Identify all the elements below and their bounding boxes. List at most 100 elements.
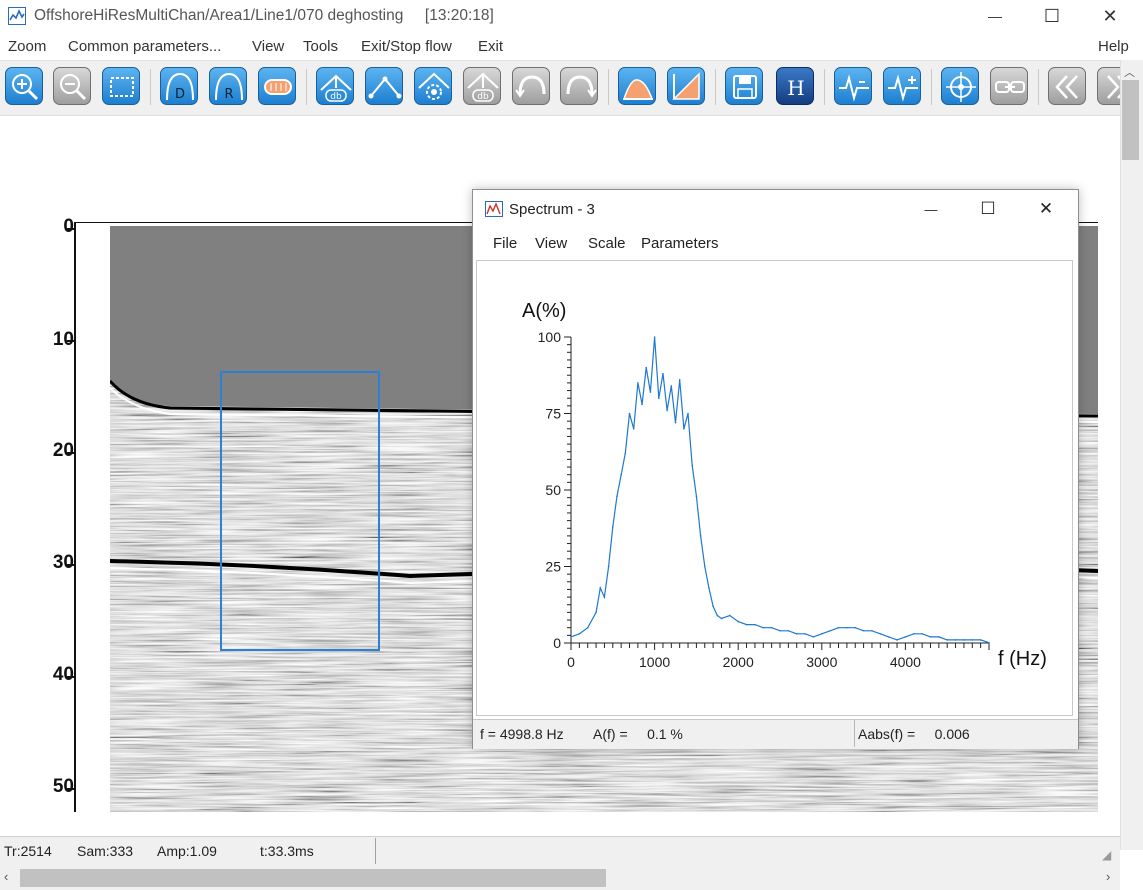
y-axis-label: 20 <box>52 440 74 461</box>
svg-text:H: H <box>787 76 804 100</box>
link-button[interactable] <box>990 67 1028 105</box>
close-button[interactable]: ✕ <box>1102 5 1118 26</box>
amplitude-readout: A(f) = 0.1 % <box>593 726 683 742</box>
toolbar-separator <box>306 69 307 105</box>
undo-arc-button[interactable] <box>512 67 550 105</box>
gain-icon <box>264 79 292 95</box>
wiggle-icon <box>839 74 869 102</box>
menu-view[interactable]: View <box>252 38 285 55</box>
seismic-y-axis <box>74 222 76 812</box>
menu-help[interactable]: Help <box>1098 38 1129 55</box>
toolbar-separator <box>931 69 932 105</box>
chart-x-tick-label: 3000 <box>806 654 837 670</box>
menu-common-parameters[interactable]: Common parameters... <box>68 38 222 55</box>
horizontal-scroll-thumb[interactable] <box>20 869 606 887</box>
zoom-in-icon <box>12 74 39 101</box>
spectrum-menu-parameters[interactable]: Parameters <box>641 235 719 252</box>
pick-line-icon <box>368 76 402 99</box>
menu-exit[interactable]: Exit <box>478 38 504 55</box>
header-button[interactable]: H <box>776 67 814 105</box>
spectrum-minimize-button[interactable]: — <box>924 201 938 217</box>
zoom-fit-button[interactable] <box>102 67 140 105</box>
frequency-readout: f = 4998.8 Hz <box>480 726 564 742</box>
spectrum-title: Spectrum - 3 <box>509 201 595 218</box>
toolbar-separator <box>824 69 825 105</box>
db-down-icon: db <box>467 72 499 102</box>
status-divider <box>375 838 376 864</box>
time-readout: t:33.3ms <box>260 843 314 859</box>
toolbar-separator <box>608 69 609 105</box>
pick-line-button[interactable] <box>365 67 403 105</box>
window-title: OffshoreHiResMultiChan/Area1/Line1/070 d… <box>34 7 494 24</box>
spectrum-icon <box>622 79 654 100</box>
double-right-icon <box>1107 75 1120 99</box>
spectrum-menu-scale[interactable]: Scale <box>588 235 626 252</box>
undo-arc-icon <box>515 75 546 98</box>
spectrum-menu-view[interactable]: View <box>535 235 568 252</box>
resize-grip-icon[interactable]: ◢ <box>1102 848 1112 862</box>
scroll-right-icon[interactable]: › <box>1106 869 1111 884</box>
redo-arc-icon <box>566 75 597 98</box>
spectrum-close-button[interactable]: ✕ <box>1038 199 1054 218</box>
chart-x-label: f (Hz) <box>998 648 1047 670</box>
toolbar: D R db db H <box>0 60 1120 116</box>
d-arch-button[interactable]: D <box>160 67 198 105</box>
wiggle-button[interactable] <box>834 67 872 105</box>
vertical-scrollbar[interactable] <box>1120 60 1143 850</box>
abs-amplitude-readout: Aabs(f) = 0.006 <box>858 726 970 742</box>
zoom-out-button[interactable] <box>53 67 91 105</box>
spectrum-series-line <box>570 336 990 644</box>
app-icon <box>8 7 26 25</box>
wiggle-plus-icon <box>888 74 918 102</box>
fk-button[interactable] <box>667 67 705 105</box>
link-icon <box>995 81 1025 93</box>
spectrum-title-bar <box>473 190 1078 228</box>
next-button[interactable] <box>1097 67 1120 105</box>
spectrum-window: Spectrum - 3 — ☐ ✕ File View Scale Param… <box>472 189 1079 749</box>
chart-x-tick-label: 1000 <box>639 654 670 670</box>
gear-button[interactable] <box>414 67 452 105</box>
y-axis-label: 10 <box>52 329 74 350</box>
y-axis-tick <box>67 788 75 790</box>
previous-button[interactable] <box>1048 67 1086 105</box>
selection-rectangle[interactable] <box>220 371 380 651</box>
spectrum-maximize-button[interactable]: ☐ <box>980 199 996 218</box>
toolbar-separator <box>715 69 716 105</box>
redo-arc-button[interactable] <box>560 67 598 105</box>
r-arch-button[interactable]: R <box>209 67 247 105</box>
toolbar-separator <box>150 69 151 105</box>
y-axis-label: 0 <box>63 216 74 237</box>
save-icon <box>733 75 757 99</box>
save-button[interactable] <box>725 67 763 105</box>
vertical-scroll-thumb[interactable] <box>1122 80 1139 160</box>
db-up-button[interactable]: db <box>316 67 354 105</box>
crosshair-button[interactable] <box>941 67 979 105</box>
scroll-left-icon[interactable]: ‹ <box>4 869 9 884</box>
gear-icon <box>418 72 450 100</box>
db-up-icon: db <box>320 74 352 102</box>
spectrum-menu-file[interactable]: File <box>493 235 518 252</box>
status-divider <box>854 720 855 747</box>
wiggle-plus-button[interactable] <box>883 67 921 105</box>
menu-zoom[interactable]: Zoom <box>8 38 47 55</box>
gain-button[interactable] <box>258 67 296 105</box>
svg-text:R: R <box>224 87 233 102</box>
db-down-button[interactable]: db <box>463 67 501 105</box>
zoom-fit-icon <box>110 77 134 97</box>
menu-tools[interactable]: Tools <box>303 38 339 55</box>
sample-readout: Sam:333 <box>77 843 134 859</box>
scroll-up-icon[interactable]: ︿ <box>1124 67 1135 79</box>
y-axis-tick <box>67 564 75 566</box>
maximize-button[interactable]: ☐ <box>1043 5 1061 26</box>
spectrum-button[interactable] <box>618 67 656 105</box>
spectrum-status-bar <box>473 719 1078 749</box>
title-bar <box>0 0 1143 34</box>
chart-y-tick-label: 50 <box>545 482 561 498</box>
chart-y-tick-label: 0 <box>553 635 561 651</box>
menu-exit-stop-flow[interactable]: Exit/Stop flow <box>361 38 452 55</box>
minimize-button[interactable]: — <box>988 8 1002 24</box>
zoom-in-button[interactable] <box>5 67 43 105</box>
r-arch-icon: R <box>215 72 243 102</box>
chart-y-label: A(%) <box>522 300 566 322</box>
